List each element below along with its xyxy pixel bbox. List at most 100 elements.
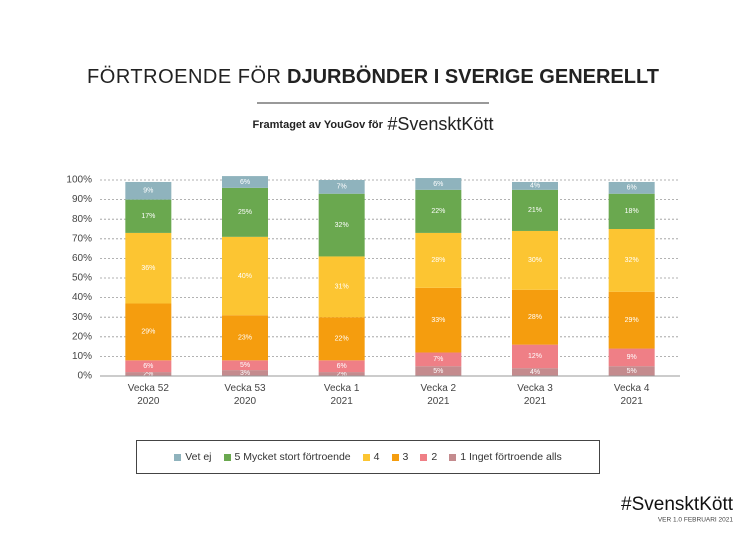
- y-tick-label: 100%: [66, 175, 92, 186]
- legend-item: 2: [420, 451, 437, 463]
- y-tick-label: 40%: [72, 292, 92, 303]
- bar-segment: [222, 236, 268, 316]
- data-label: 18%: [625, 208, 639, 215]
- data-label: 6%: [627, 185, 637, 192]
- data-label: 9%: [143, 188, 153, 195]
- legend-label: Vet ej: [185, 451, 212, 463]
- data-label: 28%: [528, 314, 542, 321]
- legend-item: 1 Inget förtroende alls: [449, 451, 562, 463]
- data-label: 6%: [240, 179, 250, 186]
- y-tick-label: 70%: [72, 233, 92, 244]
- bar-segment: [222, 176, 268, 188]
- y-tick-label: 90%: [72, 194, 92, 205]
- data-label: 32%: [625, 257, 639, 264]
- bar-segment: [318, 256, 365, 318]
- bar-segment: [125, 372, 172, 376]
- bar-segment: [415, 189, 462, 233]
- subtitle-text: Framtaget av YouGov för: [253, 119, 384, 131]
- bar-segment: [608, 348, 655, 367]
- bar-segment: [318, 180, 365, 194]
- legend-label: 5 Mycket stort förtroende: [234, 451, 351, 463]
- subtitle: Framtaget av YouGov för #SvensktKött: [253, 114, 494, 134]
- bar-segment: [415, 366, 462, 376]
- data-label: 33%: [431, 317, 445, 324]
- x-tick-label: Vecka 52 2020: [127, 383, 169, 407]
- bar-segment: [608, 291, 655, 349]
- data-label: 25%: [238, 209, 252, 216]
- legend-swatch: [362, 453, 370, 461]
- bar-segment: [512, 289, 558, 345]
- footer-hashtag: #SvensktKött: [621, 494, 734, 515]
- data-label: 29%: [625, 317, 639, 324]
- footer-version: VER 1.0 FEBRUARI 2021: [658, 517, 734, 524]
- legend-swatch: [420, 453, 428, 461]
- legend: Vet ej 5 Mycket stort förtroende 4 3 2 1 Inge…: [136, 440, 600, 474]
- data-label: 22%: [335, 336, 349, 343]
- bar-segment: [512, 368, 558, 376]
- bar-segment: [512, 230, 558, 290]
- bar-segment: [415, 352, 462, 367]
- data-label: 23%: [238, 335, 252, 342]
- data-label: 4%: [530, 369, 540, 376]
- data-label: 12%: [528, 353, 542, 360]
- x-tick-label: Vecka 2 2021: [420, 383, 457, 407]
- y-tick-label: 30%: [72, 312, 92, 323]
- subtitle-hashtag: #SvensktKött: [387, 114, 493, 134]
- x-tick-label: Vecka 1 2021: [323, 383, 360, 407]
- legend-item: 3: [391, 451, 408, 463]
- bar-segment: [512, 189, 558, 231]
- y-tick-label: 50%: [72, 273, 92, 284]
- data-label: 22%: [431, 208, 445, 215]
- title-bold: DJURBÖNDER I SVERIGE GENERELLT: [287, 65, 659, 88]
- bar-segment: [125, 303, 172, 361]
- data-label: 17%: [141, 213, 155, 220]
- legend-item: 5 Mycket stort förtroende: [223, 451, 351, 463]
- bar-segment: [222, 187, 268, 237]
- legend-item: 4: [362, 451, 380, 463]
- y-tick-label: 60%: [72, 253, 92, 264]
- bar-segment: [318, 372, 365, 376]
- y-tick-label: 10%: [72, 351, 92, 362]
- data-label: 4%: [530, 183, 540, 190]
- bar-segment: [222, 360, 268, 371]
- data-label: 6%: [143, 363, 153, 370]
- bar-segment: [318, 317, 365, 361]
- data-label: 2%: [143, 371, 153, 378]
- data-label: 6%: [337, 363, 347, 370]
- bar-segment: [318, 360, 365, 373]
- x-tick-label: Vecka 4 2021: [613, 383, 650, 407]
- data-label: 31%: [335, 284, 349, 291]
- bar-segment: [222, 370, 268, 376]
- bar-segment: [512, 344, 558, 369]
- legend-swatch: [391, 453, 399, 461]
- legend-label: 2: [431, 451, 438, 463]
- x-tick-label: Vecka 53 2020: [224, 383, 266, 407]
- data-label: 36%: [141, 265, 155, 272]
- bar-segment: [608, 181, 655, 194]
- data-label: 5%: [627, 368, 637, 375]
- title: FÖRTROENDE FÖR DJURBÖNDER I SVERIGE GENE…: [87, 65, 659, 88]
- legend-item: Vet ej: [174, 451, 212, 463]
- data-label: 40%: [238, 273, 252, 280]
- data-label: 7%: [433, 356, 443, 363]
- legend-label: 1 Inget förtroende alls: [460, 451, 562, 463]
- bar-segment: [222, 315, 268, 361]
- title-light: FÖRTROENDE FÖR: [87, 66, 281, 88]
- bar-segment: [125, 181, 172, 200]
- bar-segment: [415, 178, 462, 190]
- legend-label: 4: [373, 451, 380, 463]
- data-label: 9%: [627, 354, 637, 361]
- data-label: 30%: [528, 257, 542, 264]
- legend-swatch: [223, 453, 231, 461]
- data-label: 3%: [240, 370, 250, 377]
- bar-segment: [415, 232, 462, 288]
- bar-segment: [318, 193, 365, 257]
- data-label: 29%: [141, 329, 155, 336]
- legend-swatch: [449, 453, 457, 461]
- data-label: 5%: [240, 362, 250, 369]
- data-label: 5%: [433, 368, 443, 375]
- data-label: 32%: [335, 222, 349, 229]
- y-tick-label: 20%: [72, 331, 92, 342]
